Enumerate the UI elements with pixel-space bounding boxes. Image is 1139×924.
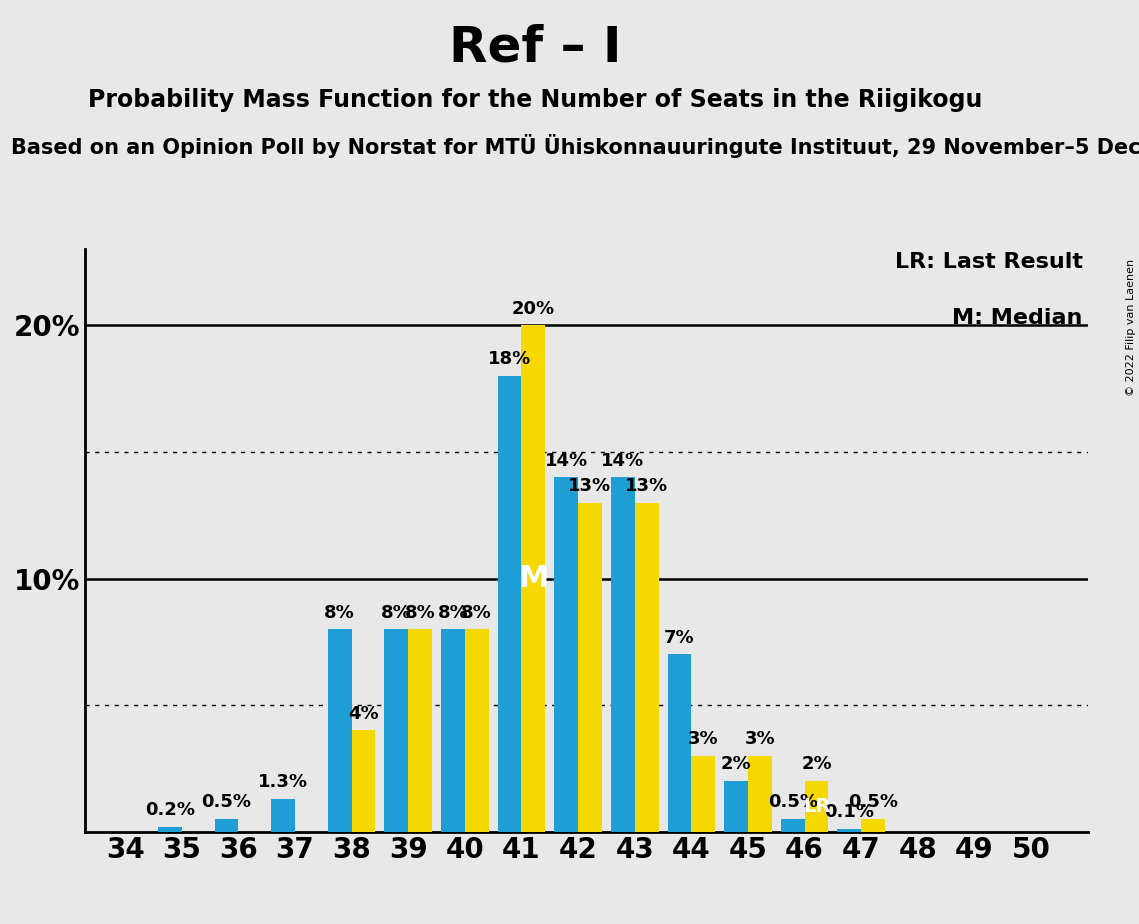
Text: 0.5%: 0.5% (849, 794, 899, 811)
Text: 0.5%: 0.5% (768, 794, 818, 811)
Text: Based on an Opinion Poll by Norstat for MTÜ Ühiskonnauuringute Instituut, 29 Nov: Based on an Opinion Poll by Norstat for … (11, 134, 1139, 158)
Bar (804, 781, 828, 832)
Text: 14%: 14% (544, 452, 588, 469)
Bar (465, 629, 489, 832)
Bar (691, 756, 715, 832)
Bar (611, 478, 634, 832)
Bar (861, 819, 885, 832)
Bar (667, 654, 691, 832)
Bar (352, 730, 376, 832)
Text: LR: Last Result: LR: Last Result (895, 252, 1083, 273)
Text: 2%: 2% (801, 756, 831, 773)
Text: Ref – I: Ref – I (449, 23, 622, 71)
Bar (328, 629, 352, 832)
Bar (555, 478, 579, 832)
Text: 13%: 13% (625, 477, 669, 495)
Text: 3%: 3% (745, 730, 776, 748)
Bar (271, 798, 295, 832)
Text: 2%: 2% (721, 756, 752, 773)
Bar (748, 756, 772, 832)
Text: © 2022 Filip van Laenen: © 2022 Filip van Laenen (1125, 259, 1136, 395)
Bar (579, 503, 601, 832)
Text: LR: LR (803, 796, 830, 816)
Bar (724, 781, 748, 832)
Bar (214, 819, 238, 832)
Text: 20%: 20% (511, 299, 555, 318)
Text: 8%: 8% (461, 603, 492, 622)
Bar (408, 629, 432, 832)
Text: Probability Mass Function for the Number of Seats in the Riigikogu: Probability Mass Function for the Number… (88, 88, 983, 112)
Text: 18%: 18% (487, 350, 531, 369)
Text: M: M (518, 564, 549, 593)
Text: 8%: 8% (325, 603, 355, 622)
Text: 8%: 8% (380, 603, 411, 622)
Bar (498, 376, 522, 832)
Bar (522, 325, 546, 832)
Bar (781, 819, 804, 832)
Bar (385, 629, 408, 832)
Bar (441, 629, 465, 832)
Text: 8%: 8% (404, 603, 435, 622)
Text: 3%: 3% (688, 730, 719, 748)
Bar (634, 503, 658, 832)
Bar (158, 827, 182, 832)
Text: 0.1%: 0.1% (825, 804, 875, 821)
Text: 0.5%: 0.5% (202, 794, 252, 811)
Text: 7%: 7% (664, 629, 695, 647)
Text: M: Median: M: Median (952, 308, 1083, 328)
Bar (837, 829, 861, 832)
Text: 8%: 8% (437, 603, 468, 622)
Text: 13%: 13% (568, 477, 612, 495)
Text: 1.3%: 1.3% (259, 773, 308, 791)
Text: 14%: 14% (601, 452, 645, 469)
Text: 0.2%: 0.2% (145, 801, 195, 819)
Text: 4%: 4% (349, 705, 379, 723)
